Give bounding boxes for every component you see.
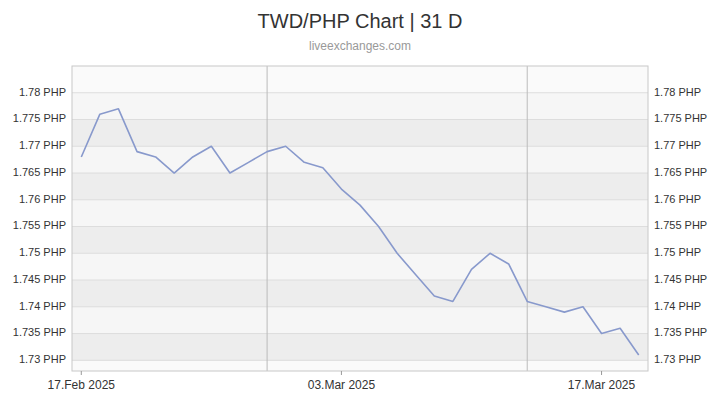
separator-line <box>267 66 268 371</box>
grid-line <box>72 92 648 93</box>
grid-line <box>72 119 648 120</box>
grid-line <box>72 146 648 147</box>
grid-line <box>72 173 648 174</box>
y-tick-label-right: 1.76 PHP <box>654 193 701 205</box>
y-tick-label-right: 1.755 PHP <box>654 219 707 231</box>
y-tick-label-right: 1.765 PHP <box>654 166 707 178</box>
grid-line <box>72 280 648 281</box>
y-tick-label: 1.765 PHP <box>13 166 66 178</box>
grid-band <box>72 93 648 120</box>
y-tick-label: 1.735 PHP <box>13 326 66 338</box>
y-tick-label-right: 1.775 PHP <box>654 112 707 124</box>
y-tick-label: 1.73 PHP <box>19 353 66 365</box>
data-group <box>81 109 638 355</box>
y-tick-label-right: 1.745 PHP <box>654 273 707 285</box>
y-tick-label-right: 1.77 PHP <box>654 139 701 151</box>
separator-line <box>527 66 528 371</box>
data-line <box>81 109 638 355</box>
grid-band <box>72 227 648 254</box>
y-tick-label: 1.78 PHP <box>19 86 66 98</box>
y-tick-label: 1.745 PHP <box>13 273 66 285</box>
grid-line <box>72 306 648 307</box>
grid-band <box>72 334 648 361</box>
x-tick-label: 17.Feb 2025 <box>48 378 116 392</box>
y-tick-label: 1.755 PHP <box>13 219 66 231</box>
y-tick-label: 1.775 PHP <box>13 112 66 124</box>
y-tick-label: 1.77 PHP <box>19 139 66 151</box>
y-tick-label: 1.75 PHP <box>19 246 66 258</box>
y-tick-label-right: 1.74 PHP <box>654 300 701 312</box>
grid-band <box>72 280 648 307</box>
y-tick-label: 1.74 PHP <box>19 300 66 312</box>
grid-line <box>72 360 648 361</box>
y-tick-label: 1.76 PHP <box>19 193 66 205</box>
grid-line <box>72 199 648 200</box>
grid-line <box>72 253 648 254</box>
grid-line <box>72 333 648 334</box>
title: TWD/PHP Chart | 31 D <box>258 10 463 32</box>
subtitle: liveexchanges.com <box>309 39 411 53</box>
grid-band <box>72 253 648 280</box>
x-tick <box>81 371 82 375</box>
y-tick-label-right: 1.73 PHP <box>654 353 701 365</box>
x-tick-label: 17.Mar 2025 <box>568 378 636 392</box>
x-tick <box>601 371 602 375</box>
y-tick-label-right: 1.75 PHP <box>654 246 701 258</box>
grid-band <box>72 200 648 227</box>
grid-band <box>72 173 648 200</box>
grid-line <box>72 226 648 227</box>
chart: 1.73 PHP 1.73 PHP 1.735 PHP 1.735 PHP 1.74 P… <box>0 0 720 405</box>
y-tick-label-right: 1.735 PHP <box>654 326 707 338</box>
y-tick-label-right: 1.78 PHP <box>654 86 701 98</box>
plot-background <box>72 66 648 371</box>
grid-band <box>72 120 648 147</box>
plot-frame <box>72 66 648 371</box>
x-tick-label: 03.Mar 2025 <box>308 378 376 392</box>
x-tick <box>341 371 342 375</box>
grid-bands <box>72 93 648 361</box>
